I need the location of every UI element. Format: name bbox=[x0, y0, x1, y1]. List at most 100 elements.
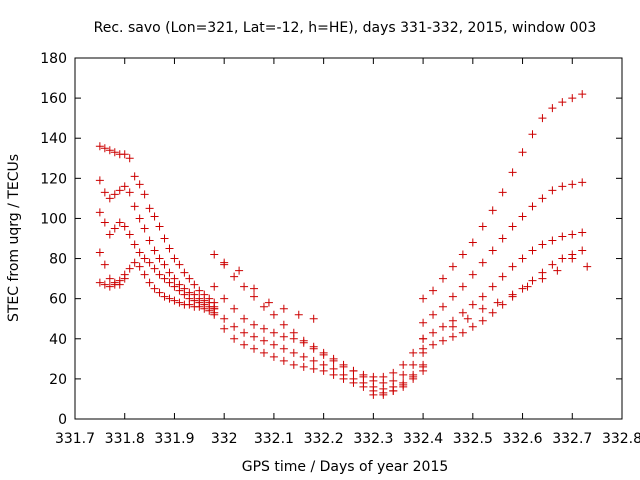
data-point bbox=[419, 344, 428, 353]
data-point bbox=[463, 314, 472, 323]
data-point bbox=[140, 270, 149, 279]
data-point bbox=[210, 310, 219, 319]
data-point bbox=[170, 254, 179, 263]
data-point bbox=[458, 328, 467, 337]
data-point bbox=[135, 248, 144, 257]
data-point bbox=[289, 334, 298, 343]
data-point bbox=[95, 278, 104, 287]
data-point bbox=[259, 336, 268, 345]
data-point bbox=[105, 146, 114, 155]
data-point bbox=[389, 368, 398, 377]
data-point bbox=[140, 224, 149, 233]
data-point bbox=[170, 282, 179, 291]
y-tick-label: 100 bbox=[40, 211, 67, 227]
data-point bbox=[508, 222, 517, 231]
data-point bbox=[339, 360, 348, 369]
data-point bbox=[429, 340, 438, 349]
data-point bbox=[95, 208, 104, 217]
data-point bbox=[578, 178, 587, 187]
data-point bbox=[105, 194, 114, 203]
data-point bbox=[468, 322, 477, 331]
data-point bbox=[95, 142, 104, 151]
data-point bbox=[269, 352, 278, 361]
data-point bbox=[558, 232, 567, 241]
data-point bbox=[125, 230, 134, 239]
data-point bbox=[478, 316, 487, 325]
data-point bbox=[349, 378, 358, 387]
data-point bbox=[389, 386, 398, 395]
data-point bbox=[195, 302, 204, 311]
data-point bbox=[200, 304, 209, 313]
x-axis: 331.7 331.8 331.9 332 332.1 332.2 332.3 332.4 33… bbox=[55, 58, 640, 447]
x-axis-label: GPS time / Days of year 2015 bbox=[242, 459, 449, 475]
data-point bbox=[110, 190, 119, 199]
data-point bbox=[259, 348, 268, 357]
data-point bbox=[150, 284, 159, 293]
data-point bbox=[339, 374, 348, 383]
data-point bbox=[175, 286, 184, 295]
data-point bbox=[185, 300, 194, 309]
x-tick-label: 332.5 bbox=[453, 431, 493, 447]
data-point bbox=[150, 246, 159, 255]
data-point bbox=[250, 284, 259, 293]
data-point bbox=[468, 238, 477, 247]
data-point bbox=[180, 268, 189, 277]
data-point bbox=[508, 262, 517, 271]
data-point bbox=[140, 254, 149, 263]
data-points bbox=[95, 90, 592, 399]
data-point bbox=[419, 318, 428, 327]
data-point bbox=[498, 234, 507, 243]
x-tick-label: 332.7 bbox=[552, 431, 592, 447]
data-point bbox=[548, 236, 557, 245]
data-point bbox=[448, 332, 457, 341]
data-point bbox=[438, 336, 447, 345]
data-point bbox=[264, 298, 273, 307]
x-tick-label: 332.3 bbox=[353, 431, 393, 447]
data-point bbox=[498, 272, 507, 281]
data-point bbox=[409, 360, 418, 369]
data-point bbox=[135, 262, 144, 271]
data-point bbox=[458, 250, 467, 259]
data-point bbox=[409, 372, 418, 381]
y-tick-label: 60 bbox=[49, 292, 67, 308]
data-point bbox=[309, 356, 318, 365]
data-point bbox=[140, 190, 149, 199]
data-point bbox=[468, 300, 477, 309]
data-point bbox=[319, 348, 328, 357]
x-tick-label: 331.7 bbox=[55, 431, 95, 447]
data-point bbox=[120, 150, 129, 159]
data-point bbox=[329, 354, 338, 363]
data-point bbox=[568, 180, 577, 189]
data-point bbox=[528, 130, 537, 139]
data-point bbox=[419, 362, 428, 371]
y-tick-label: 160 bbox=[40, 91, 67, 107]
data-point bbox=[498, 300, 507, 309]
data-point bbox=[279, 332, 288, 341]
data-point bbox=[493, 298, 502, 307]
data-point bbox=[399, 380, 408, 389]
data-point bbox=[438, 302, 447, 311]
y-tick-label: 120 bbox=[40, 171, 67, 187]
chart-title: Rec. savo (Lon=321, Lat=-12, h=HE), days… bbox=[94, 20, 597, 36]
data-point bbox=[583, 262, 592, 271]
y-tick-label: 140 bbox=[40, 131, 67, 147]
data-point bbox=[145, 258, 154, 267]
data-point bbox=[309, 364, 318, 373]
data-point bbox=[369, 390, 378, 399]
x-tick-label: 331.8 bbox=[105, 431, 145, 447]
data-point bbox=[478, 258, 487, 267]
data-point bbox=[110, 148, 119, 157]
data-point bbox=[125, 264, 134, 273]
data-point bbox=[155, 288, 164, 297]
data-point bbox=[299, 352, 308, 361]
plot-frame bbox=[74, 57, 623, 420]
data-point bbox=[478, 222, 487, 231]
data-point bbox=[100, 260, 109, 269]
data-point bbox=[155, 270, 164, 279]
data-point bbox=[429, 328, 438, 337]
x-tick-label: 332 bbox=[211, 431, 238, 447]
data-point bbox=[498, 188, 507, 197]
data-point bbox=[269, 328, 278, 337]
data-point bbox=[478, 304, 487, 313]
